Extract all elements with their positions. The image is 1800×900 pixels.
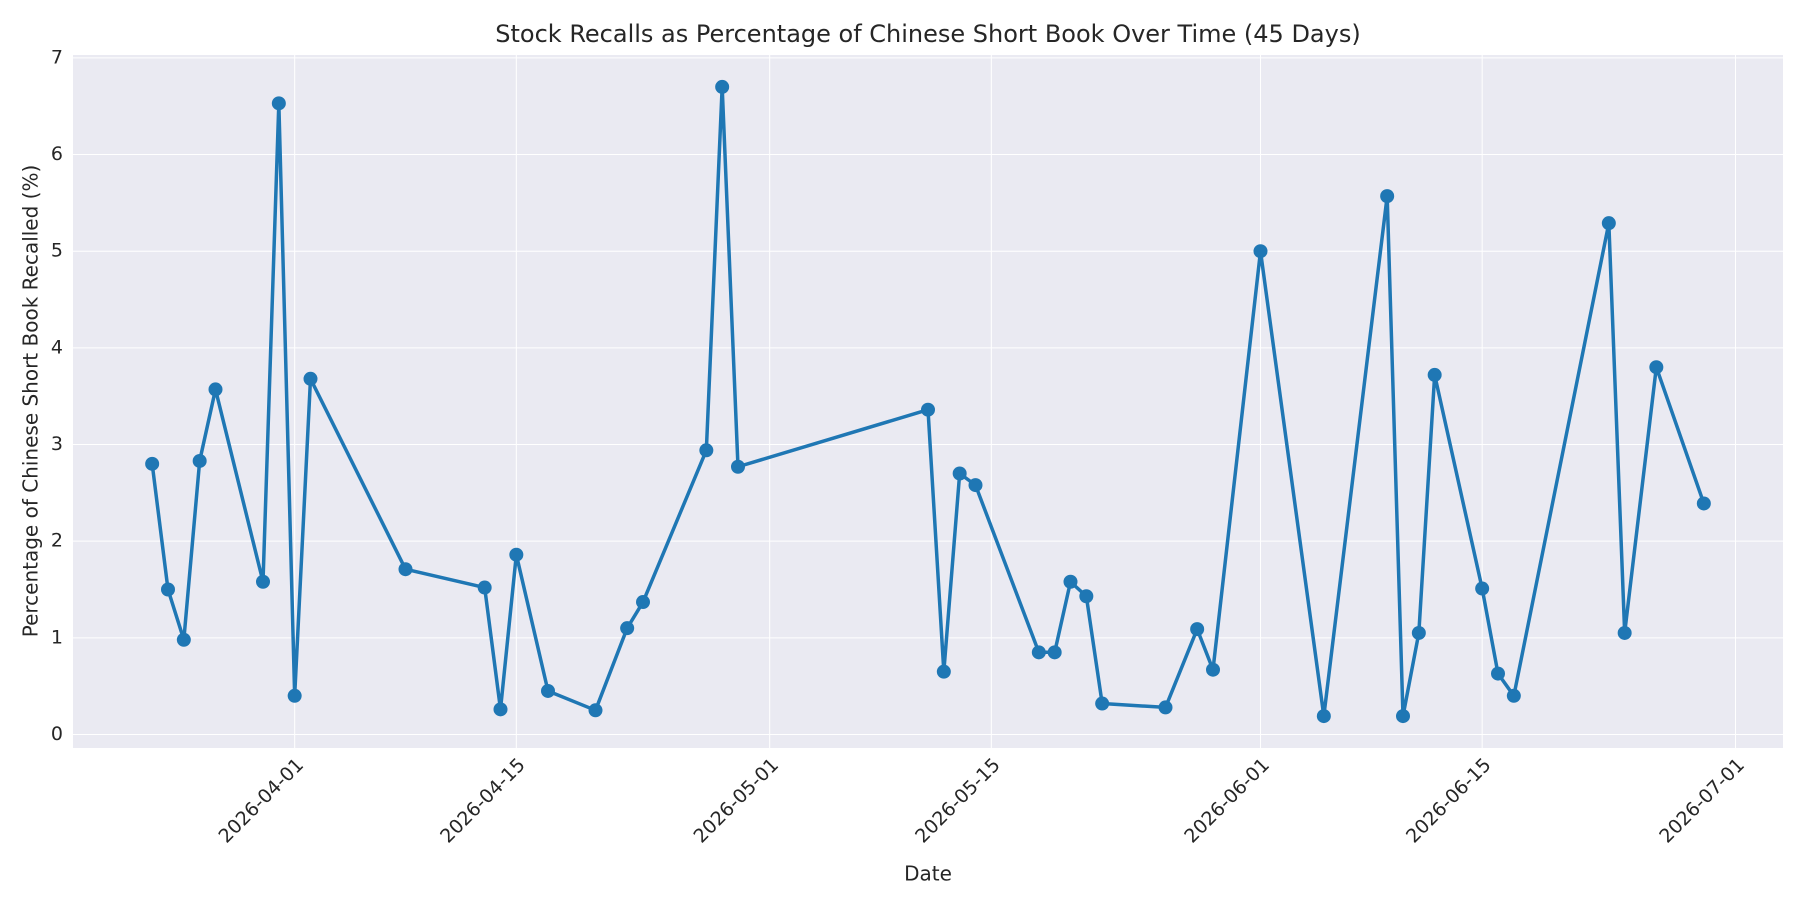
x-axis-label: Date [904,862,952,886]
data-point [271,96,286,111]
plot-area [73,55,1783,748]
data-point [1079,589,1094,604]
data-point [1506,688,1521,703]
x-tick-label: 2026-07-01 [1655,754,1749,848]
data-point [1491,666,1505,681]
x-tick-label: 2026-04-15 [436,754,530,848]
y-tick-label: 6 [51,143,63,165]
data-point [1253,244,1268,259]
y-tick-label: 2 [51,530,63,552]
x-tick-label: 2026-06-01 [1180,754,1274,848]
data-point [303,371,318,386]
data-point [936,664,951,679]
data-point [1427,367,1442,382]
data-point [1601,216,1616,231]
data-point [161,582,175,597]
data-point [1047,645,1062,660]
data-point [398,562,413,577]
data-point [588,703,603,718]
data-point [1063,574,1078,589]
data-point [1475,581,1490,596]
data-point [541,683,555,698]
data-point [731,459,745,474]
y-tick-label: 0 [51,723,63,745]
data-point [968,478,983,493]
data-point [176,632,191,647]
data-point [1158,700,1173,715]
data-point [208,382,223,397]
x-tick-label: 2026-05-01 [689,754,783,848]
y-tick-label: 4 [51,336,63,358]
data-point [477,580,492,595]
data-point [1190,622,1205,637]
data-point [921,402,935,417]
data-point [1617,625,1632,640]
data-point [192,453,207,468]
data-point [715,79,730,94]
y-tick-label: 1 [51,626,63,648]
data-point [1095,696,1110,711]
data-point [1316,709,1331,724]
x-tick-label: 2026-05-15 [911,754,1005,848]
marks [145,79,1711,724]
data-point [952,466,967,481]
data-point [1380,189,1395,204]
x-tick-label: 2026-04-01 [214,754,308,848]
grid [73,55,1783,748]
data-point [493,702,508,717]
data-point [1649,360,1664,375]
data-point [145,456,160,471]
data-point [1031,645,1046,660]
data-point [1696,496,1711,511]
data-point [699,443,714,458]
data-point [620,621,635,636]
y-tick-label: 5 [51,240,63,262]
data-point [509,547,524,562]
x-tick-label: 2026-06-15 [1402,754,1496,848]
y-tick-label: 3 [51,433,63,455]
data-point [1396,709,1410,724]
data-point [1206,662,1220,677]
y-tick-label: 7 [51,46,63,68]
data-point [636,595,650,610]
data-point [1411,625,1426,640]
chart-title: Stock Recalls as Percentage of Chinese S… [495,20,1360,48]
data-point [256,574,270,589]
y-axis-label: Percentage of Chinese Short Book Recalle… [19,165,43,638]
data-point [287,688,302,703]
